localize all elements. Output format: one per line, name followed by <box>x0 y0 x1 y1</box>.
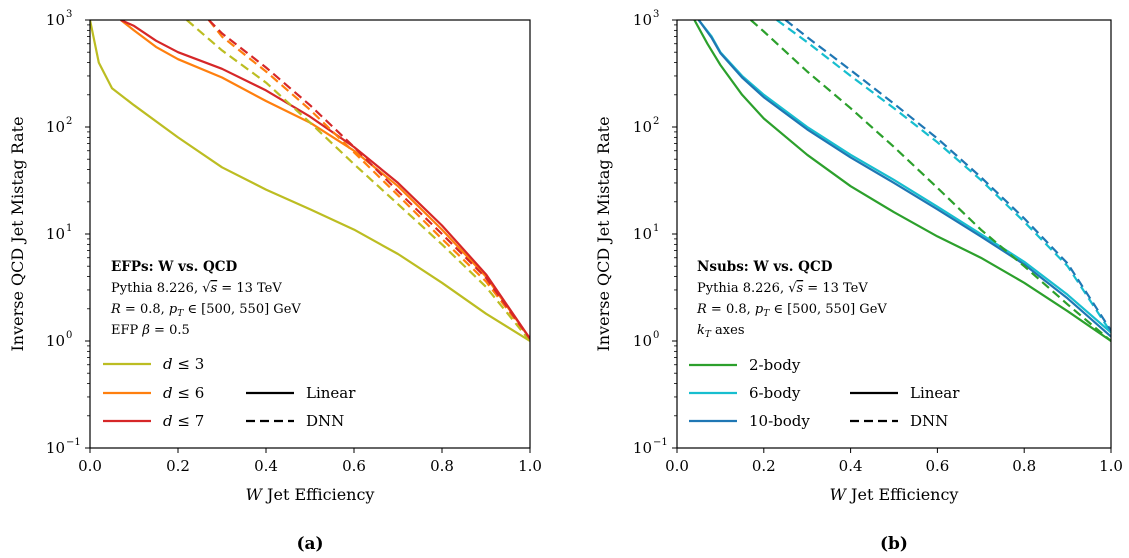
y-tick-label: 10 <box>46 118 65 136</box>
y-tick-exponent: 2 <box>653 116 659 127</box>
annotation-line-1: Pythia 8.226, √s = 13 TeV <box>697 281 868 296</box>
y-axis-label: Inverse QCD Jet Mistag Rate <box>594 116 613 351</box>
y-axis-label: Inverse QCD Jet Mistag Rate <box>8 116 27 351</box>
series-line-d6-dnn <box>207 20 530 340</box>
legend-label-linear: Linear <box>910 384 960 402</box>
y-tick-label: 10 <box>633 332 652 350</box>
x-tick-label: 0.6 <box>925 457 949 475</box>
x-tick-label: 0.2 <box>752 457 776 475</box>
annotation-line-3: kT axes <box>697 323 745 340</box>
series-lines <box>693 20 1111 342</box>
y-tick-exponent: 0 <box>66 330 72 341</box>
x-tick-label: 0.8 <box>1012 457 1036 475</box>
series-line-d7-dnn <box>208 20 530 340</box>
y-tick-label: 10 <box>46 439 65 457</box>
y-tick-exponent: −1 <box>66 437 81 448</box>
x-tick-label: 0.0 <box>665 457 689 475</box>
y-tick-label: 10 <box>46 332 65 350</box>
y-tick-label: 10 <box>633 118 652 136</box>
legend-label-dnn: DNN <box>910 412 948 430</box>
panel-caption: (b) <box>880 534 908 554</box>
legend-label-d3: d ≤ 3 <box>163 355 204 373</box>
legend-label-2body: 2-body <box>749 356 801 374</box>
y-tick-exponent: 2 <box>66 116 72 127</box>
plot-frame <box>676 19 1112 449</box>
annotation-line-2: R = 0.8, pT ∈ [500, 550] GeV <box>696 302 887 319</box>
annotation-line-1: Pythia 8.226, √s = 13 TeV <box>111 281 282 296</box>
legend-label-dnn: DNN <box>306 412 344 430</box>
annotation-line-3: EFP β = 0.5 <box>111 323 190 338</box>
x-tick-label: 0.4 <box>254 457 278 475</box>
y-tick-label: 10 <box>633 11 652 29</box>
y-tick-label: 10 <box>46 225 65 243</box>
x-axis-label: W Jet Efficiency <box>830 485 959 504</box>
y-tick-label: 10 <box>46 11 65 29</box>
legend-label-6body: 6-body <box>749 384 801 402</box>
y-tick-exponent: 3 <box>66 9 72 20</box>
series-lines <box>90 20 530 342</box>
series-line-d3-linear <box>90 20 530 342</box>
series-line-2body-dnn <box>750 20 1111 342</box>
legend-label-d7: d ≤ 7 <box>163 412 204 430</box>
x-tick-label: 1.0 <box>1099 457 1123 475</box>
legend-label-linear: Linear <box>306 384 356 402</box>
y-tick-exponent: 1 <box>653 223 659 234</box>
legend-label-10body: 10-body <box>749 412 810 430</box>
series-line-10body-linear <box>697 20 1111 338</box>
x-tick-label: 0.6 <box>342 457 366 475</box>
panel-caption: (a) <box>296 534 323 554</box>
y-tick-label: 10 <box>633 439 652 457</box>
legend: 2-body 6-body 10-body Linear DNN <box>689 356 960 430</box>
x-axis-label: W Jet Efficiency <box>246 485 375 504</box>
x-tick-label: 0.4 <box>839 457 863 475</box>
series-line-10body-dnn <box>784 20 1111 332</box>
legend-label-d6: d ≤ 6 <box>163 384 204 402</box>
series-line-6body-dnn <box>776 20 1111 334</box>
x-tick-label: 0.8 <box>430 457 454 475</box>
series-line-d3-dnn <box>186 20 530 342</box>
x-tick-label: 1.0 <box>518 457 542 475</box>
annotation-title: EFPs: W vs. QCD <box>111 259 238 275</box>
y-tick-label: 10 <box>633 225 652 243</box>
annotation-title: Nsubs: W vs. QCD <box>697 259 833 275</box>
y-tick-exponent: 1 <box>66 223 72 234</box>
y-tick-exponent: −1 <box>653 437 668 448</box>
series-line-2body-linear <box>693 20 1111 342</box>
annotation-line-2: R = 0.8, pT ∈ [500, 550] GeV <box>110 302 301 319</box>
x-tick-label: 0.0 <box>78 457 102 475</box>
series-line-d6-linear <box>120 20 530 340</box>
y-tick-exponent: 0 <box>653 330 659 341</box>
legend: d ≤ 3 d ≤ 6 d ≤ 7 Linear DNN <box>103 355 356 430</box>
x-tick-label: 0.2 <box>166 457 190 475</box>
y-tick-exponent: 3 <box>653 9 659 20</box>
